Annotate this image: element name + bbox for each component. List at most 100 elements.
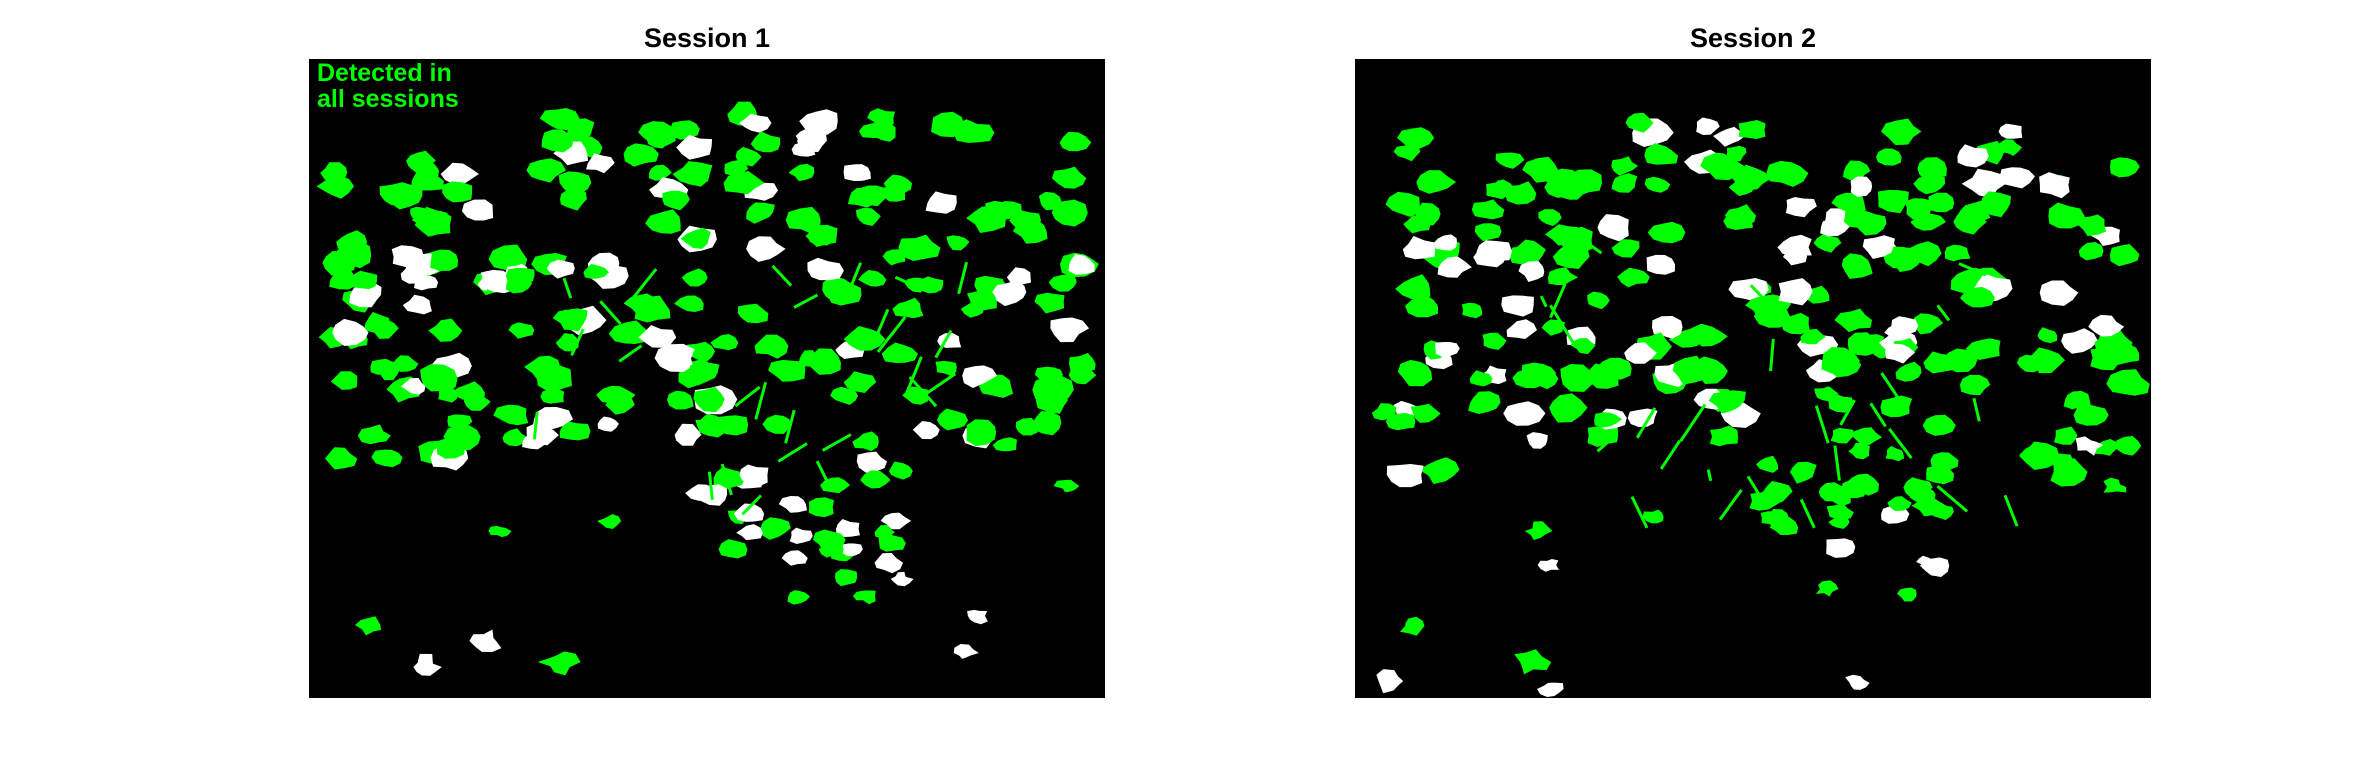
other-cell — [404, 253, 440, 276]
other-cell — [992, 280, 1027, 307]
session-1-cell-map — [316, 101, 1099, 676]
other-cell — [1916, 555, 1935, 569]
detected-cell — [1474, 223, 1502, 242]
detected-cell — [1538, 209, 1562, 226]
detected-cell — [1032, 411, 1062, 436]
detected-cell — [680, 227, 711, 249]
detected-cell — [1471, 199, 1505, 220]
detected-cell — [835, 569, 858, 587]
other-cell — [1437, 256, 1472, 278]
detected-cell — [2103, 477, 2127, 493]
detected-cell — [1418, 457, 1460, 484]
other-cell — [1957, 144, 1989, 168]
detected-cell — [843, 371, 877, 393]
detected-cell — [555, 333, 579, 352]
detected-cell — [325, 447, 358, 470]
detected-cell — [1932, 505, 1954, 520]
detected-cell — [1725, 145, 1747, 162]
other-cell — [1597, 214, 1629, 242]
detected-cell — [1942, 348, 1979, 373]
cell-process — [630, 268, 658, 302]
detected-cell — [806, 348, 841, 375]
detected-cell — [330, 371, 358, 390]
cell-process — [1679, 403, 1707, 442]
legend-line-1: Detected in — [317, 59, 452, 87]
detected-cell — [1887, 496, 1912, 511]
detected-cell — [537, 651, 581, 676]
other-cell — [1068, 254, 1095, 275]
detected-cell — [1032, 375, 1074, 404]
detected-cell — [436, 436, 465, 459]
detected-cell — [1897, 587, 1917, 602]
detected-cell — [447, 414, 473, 428]
other-cell — [856, 451, 887, 473]
detected-cell — [1910, 213, 1947, 231]
other-cell — [1376, 669, 1404, 694]
other-cell — [522, 432, 547, 450]
detected-cell — [662, 190, 690, 211]
detected-cell — [1880, 395, 1913, 418]
detected-cell — [597, 514, 622, 529]
other-cell — [1518, 261, 1545, 282]
detected-cell — [1397, 127, 1435, 152]
detected-cell — [392, 355, 419, 372]
detected-cell — [1059, 131, 1092, 152]
detected-cell — [1069, 353, 1096, 375]
other-cell — [799, 109, 838, 135]
detected-cell — [674, 295, 704, 312]
detected-cell — [2078, 242, 2104, 261]
other-cell — [962, 365, 997, 388]
other-cell — [733, 503, 765, 522]
detected-cell — [320, 162, 348, 184]
detected-cell — [493, 404, 529, 426]
other-cell — [1480, 365, 1507, 385]
detected-cell — [1583, 363, 1619, 389]
detected-cell — [1642, 509, 1664, 524]
detected-cell — [1760, 511, 1782, 524]
detected-cell — [371, 449, 403, 468]
other-cell — [638, 325, 677, 348]
cell-process — [934, 329, 953, 359]
cell-process — [957, 261, 969, 295]
other-cell — [469, 629, 502, 652]
other-cell — [1785, 197, 1817, 218]
detected-cell — [508, 322, 535, 339]
detected-cell — [855, 207, 881, 226]
detected-cell — [874, 524, 895, 540]
detected-cell — [830, 386, 859, 405]
detected-cell — [1756, 455, 1779, 473]
cell-process — [562, 277, 573, 299]
detected-cell — [1960, 286, 1995, 308]
detected-cell — [1738, 120, 1766, 139]
detected-cell — [1513, 239, 1546, 261]
detected-cell — [898, 234, 941, 261]
cell-process — [894, 275, 922, 291]
detected-cell — [672, 161, 713, 187]
detected-cell — [1611, 239, 1640, 258]
cell-process — [904, 356, 923, 397]
cell-process — [2003, 494, 2019, 527]
detected-cell — [788, 163, 815, 182]
other-cell — [1850, 176, 1873, 197]
cell-process — [1958, 262, 1987, 277]
other-cell — [1476, 240, 1512, 266]
detected-cell — [1826, 503, 1854, 520]
other-cell — [746, 236, 786, 262]
detected-cell — [1800, 328, 1826, 345]
cell-process — [1814, 405, 1830, 444]
detected-cell — [754, 334, 789, 359]
cell-process — [1799, 498, 1816, 529]
cell-process — [618, 344, 643, 363]
other-cell — [967, 609, 988, 625]
cell-process — [1880, 372, 1900, 399]
cell-process — [1746, 475, 1764, 501]
detected-cell — [645, 209, 681, 234]
other-cell — [1696, 117, 1720, 135]
cell-process — [872, 308, 890, 343]
other-cell — [461, 199, 494, 221]
detected-cell — [583, 263, 609, 279]
other-cell — [841, 543, 863, 557]
cell-process — [777, 442, 808, 463]
detected-cell — [1700, 152, 1745, 181]
detected-cell — [1395, 274, 1431, 301]
